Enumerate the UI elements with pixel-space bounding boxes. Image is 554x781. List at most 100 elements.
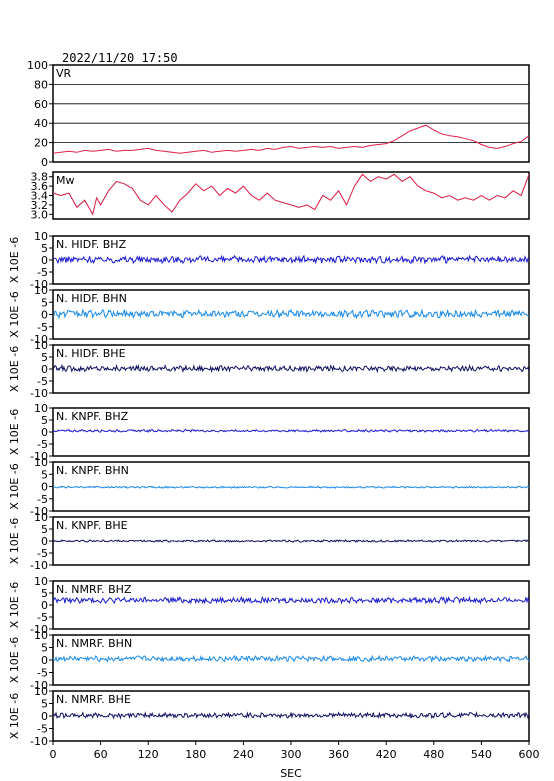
y-tick-label: 0 [41,481,48,494]
panel-vr: 0 20 40 60 80 100 VR [27,59,530,169]
x-tick-label: 480 [423,748,444,761]
y-axis-unit-label: X 10E -6 [8,637,21,683]
y-tick-label: 20 [34,137,48,150]
panel-label: N. KNPF. BHN [56,464,129,477]
panel-frame [52,64,530,163]
y-tick-label: -5 [37,493,48,506]
y-tick-label: -10 [30,735,48,748]
y-tick-label: 3.6 [31,180,49,193]
y-tick-label: 3.0 [31,208,49,221]
x-axis-label: SEC [280,767,302,780]
y-tick-label: -10 [30,278,48,291]
y-tick-label: 3.8 [31,171,49,184]
y-tick-label: -5 [37,547,48,560]
y-axis-unit-label: X 10E -6 [8,693,21,739]
panel-label: Mw [56,174,75,187]
x-tick-label: 600 [519,748,540,761]
y-tick-label: 0 [41,599,48,612]
x-tick-label: 60 [94,748,108,761]
y-tick-label: 5 [41,698,48,711]
y-tick-label: 10 [34,685,48,698]
y-tick-label: 60 [34,98,48,111]
y-tick-label: 0 [41,254,48,267]
panel-mw: 3.03.23.43.63.8 Mw [31,171,530,221]
datetime-header: 2022/11/20 17:50 [62,51,178,65]
y-tick-label: 5 [41,468,48,481]
panel-label: N. NMRF. BHN [56,637,132,650]
y-tick-label: 10 [34,456,48,469]
series-line-knpf-bhz [52,428,530,433]
panel-label: N. HIDF. BHN [56,292,127,305]
y-tick-label: 10 [34,402,48,415]
y-tick-label: -10 [30,450,48,463]
panel-label: N. HIDF. BHE [56,347,126,360]
y-tick-label: 5 [41,242,48,255]
y-tick-label: -5 [37,723,48,736]
y-axis-unit-label: X 10E -6 [8,346,21,392]
y-tick-label: -10 [30,559,48,572]
panel-label: N. NMRF. BHZ [56,583,132,596]
x-tick-label: 360 [328,748,349,761]
x-tick-label: 180 [185,748,206,761]
y-tick-label: 10 [34,629,48,642]
y-tick-label: 0 [41,309,48,322]
series-line-hidf-bhn [52,308,530,320]
y-tick-label: 10 [34,284,48,297]
series-line-hidf-bhe [52,363,530,374]
y-tick-label: -5 [37,438,48,451]
y-tick-label: -10 [30,505,48,518]
series-line-hidf-bhz [52,254,530,265]
y-tick-label: 0 [41,535,48,548]
y-tick-label: 5 [41,642,48,655]
y-axis-unit-label: X 10E -6 [8,518,21,564]
series-line-nmrf-bhz [52,595,530,605]
y-tick-label: -10 [30,387,48,400]
panel-label: VR [56,67,72,80]
y-tick-label: 0 [41,654,48,667]
panel-frame [52,171,530,220]
panel-label: N. HIDF. BHZ [56,238,127,251]
y-tick-label: 5 [41,351,48,364]
y-tick-label: -5 [37,375,48,388]
y-tick-label: -10 [30,333,48,346]
y-tick-label: 80 [34,78,48,91]
y-tick-label: -5 [37,266,48,279]
y-tick-label: 10 [34,339,48,352]
x-axis: 0 60 120 180 240 300 360 420 480 540 600 [50,741,540,761]
y-tick-label: 10 [34,230,48,243]
series-line-nmrf-bhn [52,654,530,664]
panel-label: N. KNPF. BHE [56,519,128,532]
x-tick-label: 240 [233,748,254,761]
y-tick-label: 100 [27,59,48,72]
y-tick-label: 10 [34,575,48,588]
x-tick-label: 300 [281,748,302,761]
y-axis-unit-label: X 10E -6 [8,291,21,337]
panel-label: N. NMRF. BHE [56,693,131,706]
series-line-nmrf-bhe [53,710,530,720]
y-axis-unit-label: X 10E -6 [8,582,21,628]
y-tick-label: -10 [30,679,48,692]
y-tick-label: 3.4 [31,190,49,203]
series-line-knpf-bhn [52,485,530,489]
y-tick-label: 5 [41,523,48,536]
x-tick-label: 0 [50,748,57,761]
y-tick-label: 0 [41,426,48,439]
series-line-vr [52,124,530,154]
y-tick-label: 40 [34,117,48,130]
y-axis-unit-label: X 10E -6 [8,237,21,283]
y-tick-label: -10 [30,623,48,636]
y-tick-label: -5 [37,667,48,680]
x-tick-label: 420 [376,748,397,761]
y-tick-label: 0 [41,710,48,723]
y-tick-label: -5 [37,321,48,334]
x-tick-label: 540 [471,748,492,761]
